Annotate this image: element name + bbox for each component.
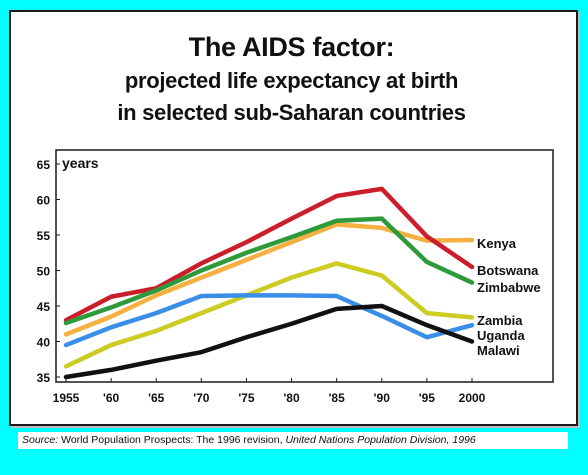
x-tick-label: '85 — [329, 391, 346, 405]
x-tick-label: 1955 — [53, 391, 80, 405]
x-tick-label: '95 — [419, 391, 436, 405]
x-tick-label: '70 — [193, 391, 210, 405]
series-line-malawi — [63, 303, 475, 380]
chart-subtitle-line2: in selected sub-Saharan countries — [117, 100, 466, 125]
source-text-2: United Nations Population Division, 1996 — [285, 434, 476, 446]
x-tick-label: '60 — [103, 391, 120, 405]
series-line-kenya — [63, 222, 475, 337]
y-axis-label: years — [62, 155, 99, 171]
y-tick-label: 60 — [37, 194, 51, 208]
source-prefix: Source: — [22, 434, 59, 446]
x-tick-label: 2000 — [459, 391, 486, 405]
series-line-uganda — [63, 293, 475, 348]
y-tick-label: 40 — [37, 336, 51, 350]
y-tick-label: 35 — [37, 371, 51, 385]
series-line-botswana — [63, 186, 475, 323]
y-tick-label: 55 — [37, 229, 51, 243]
x-tick-label: '90 — [374, 391, 391, 405]
y-tick-label: 50 — [37, 265, 51, 279]
x-tick-label: '65 — [148, 391, 165, 405]
source-note: Source: World Population Prospects: The … — [18, 432, 568, 449]
series-label-zimbabwe: Zimbabwe — [477, 280, 541, 295]
series-label-uganda: Uganda — [477, 328, 525, 343]
chart-subtitle-line1: projected life expectancy at birth — [124, 68, 459, 93]
source-text-1: World Population Prospects: The 1996 rev… — [61, 434, 283, 446]
series-label-malawi: Malawi — [477, 343, 520, 358]
y-tick-label: 45 — [37, 300, 51, 314]
chart-title: The AIDS factor: — [188, 32, 395, 62]
series-label-kenya: Kenya — [477, 236, 517, 251]
y-tick-label: 65 — [37, 158, 51, 172]
x-tick-label: '75 — [238, 391, 255, 405]
series-label-zambia: Zambia — [477, 313, 523, 328]
x-tick-label: '80 — [283, 391, 300, 405]
series-line-zambia — [63, 261, 475, 369]
series-label-botswana: Botswana — [477, 263, 539, 278]
series-line-zimbabwe — [63, 216, 475, 326]
